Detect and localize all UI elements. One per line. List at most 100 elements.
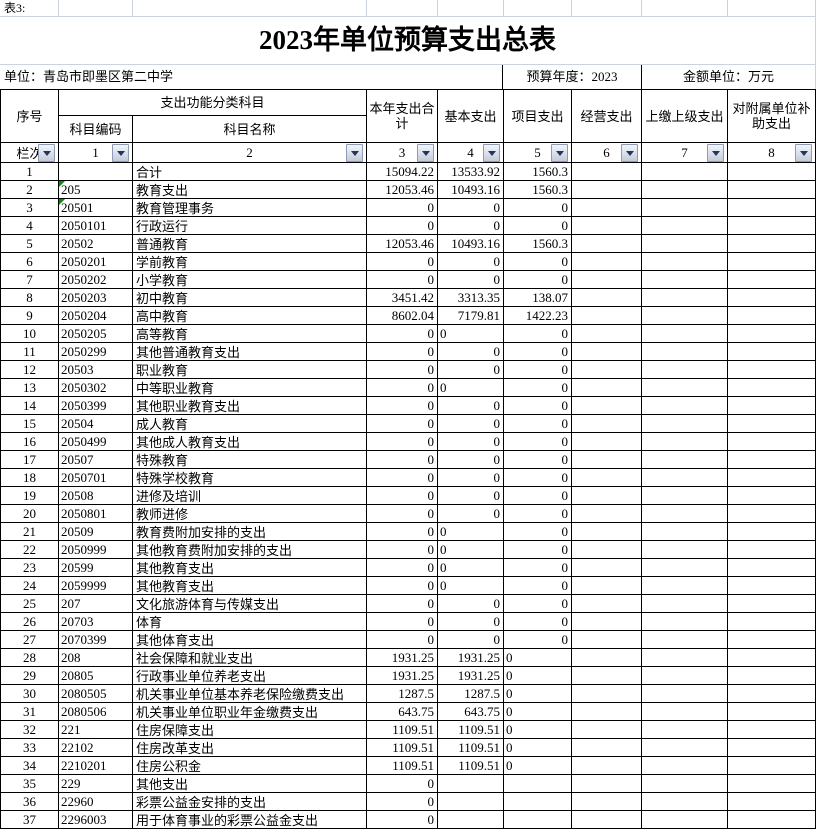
upper-cell[interactable] [642, 793, 728, 811]
project-cell[interactable]: 0 [504, 703, 572, 721]
seq-cell[interactable]: 12 [1, 361, 59, 379]
basic-cell[interactable]: 0 [438, 415, 504, 433]
total-cell[interactable]: 0 [367, 523, 438, 541]
total-cell[interactable]: 0 [367, 487, 438, 505]
operating-cell[interactable] [572, 271, 642, 289]
code-cell[interactable]: 2050801 [59, 505, 133, 523]
seq-cell[interactable]: 8 [1, 289, 59, 307]
name-cell[interactable]: 其他教育费附加安排的支出 [133, 541, 367, 559]
subsidy-cell[interactable] [728, 649, 816, 667]
name-cell[interactable]: 住房改革支出 [133, 739, 367, 757]
operating-cell[interactable] [572, 757, 642, 775]
seq-cell[interactable]: 16 [1, 433, 59, 451]
name-cell[interactable]: 其他普通教育支出 [133, 343, 367, 361]
name-cell[interactable]: 彩票公益金安排的支出 [133, 793, 367, 811]
operating-cell[interactable] [572, 505, 642, 523]
upper-cell[interactable] [642, 325, 728, 343]
name-cell[interactable]: 行政事业单位养老支出 [133, 667, 367, 685]
project-cell[interactable]: 0 [504, 487, 572, 505]
subsidy-cell[interactable] [728, 343, 816, 361]
seq-cell[interactable]: 33 [1, 739, 59, 757]
name-cell[interactable]: 职业教育 [133, 361, 367, 379]
total-cell[interactable]: 15094.22 [367, 163, 438, 181]
name-cell[interactable]: 高中教育 [133, 307, 367, 325]
seq-cell[interactable]: 1 [1, 163, 59, 181]
subsidy-cell[interactable] [728, 433, 816, 451]
seq-cell[interactable]: 34 [1, 757, 59, 775]
subsidy-cell[interactable] [728, 487, 816, 505]
name-cell[interactable]: 教育支出 [133, 181, 367, 199]
total-cell[interactable]: 1931.25 [367, 649, 438, 667]
operating-cell[interactable] [572, 469, 642, 487]
total-cell[interactable]: 0 [367, 343, 438, 361]
project-cell[interactable] [504, 793, 572, 811]
seq-cell[interactable]: 32 [1, 721, 59, 739]
upper-cell[interactable] [642, 685, 728, 703]
upper-cell[interactable] [642, 379, 728, 397]
project-cell[interactable]: 0 [504, 577, 572, 595]
subsidy-cell[interactable] [728, 307, 816, 325]
name-cell[interactable]: 中等职业教育 [133, 379, 367, 397]
basic-cell[interactable] [438, 775, 504, 793]
seq-cell[interactable]: 18 [1, 469, 59, 487]
name-cell[interactable]: 教育费附加安排的支出 [133, 523, 367, 541]
basic-cell[interactable]: 7179.81 [438, 307, 504, 325]
code-cell[interactable] [59, 163, 133, 181]
budget-year-cell[interactable]: 预算年度：2023 [502, 65, 642, 89]
project-cell[interactable]: 0 [504, 721, 572, 739]
code-cell[interactable]: 2296003 [59, 811, 133, 829]
operating-cell[interactable] [572, 703, 642, 721]
upper-cell[interactable] [642, 235, 728, 253]
upper-cell[interactable] [642, 361, 728, 379]
total-cell[interactable]: 0 [367, 451, 438, 469]
code-cell[interactable]: 2050205 [59, 325, 133, 343]
name-cell[interactable]: 机关事业单位职业年金缴费支出 [133, 703, 367, 721]
filter-cell-col1[interactable]: 1 [59, 143, 133, 163]
header-subject-name[interactable]: 科目名称 [133, 116, 367, 143]
project-cell[interactable]: 0 [504, 541, 572, 559]
project-cell[interactable]: 0 [504, 757, 572, 775]
seq-cell[interactable]: 24 [1, 577, 59, 595]
header-function-group[interactable]: 支出功能分类科目 [59, 90, 367, 116]
project-cell[interactable]: 0 [504, 559, 572, 577]
code-cell[interactable]: 2050499 [59, 433, 133, 451]
seq-cell[interactable]: 26 [1, 613, 59, 631]
basic-cell[interactable] [438, 811, 504, 829]
project-cell[interactable]: 1422.23 [504, 307, 572, 325]
basic-cell[interactable]: 3313.35 [438, 289, 504, 307]
total-cell[interactable]: 0 [367, 811, 438, 829]
filter-cell-col3[interactable]: 3 [367, 143, 438, 163]
total-cell[interactable]: 0 [367, 325, 438, 343]
upper-cell[interactable] [642, 487, 728, 505]
upper-cell[interactable] [642, 577, 728, 595]
name-cell[interactable]: 初中教育 [133, 289, 367, 307]
subsidy-cell[interactable] [728, 181, 816, 199]
basic-cell[interactable]: 10493.16 [438, 181, 504, 199]
project-cell[interactable]: 138.07 [504, 289, 572, 307]
operating-cell[interactable] [572, 325, 642, 343]
code-cell[interactable]: 207 [59, 595, 133, 613]
operating-cell[interactable] [572, 307, 642, 325]
project-cell[interactable]: 0 [504, 253, 572, 271]
project-cell[interactable]: 0 [504, 361, 572, 379]
project-cell[interactable]: 0 [504, 667, 572, 685]
upper-cell[interactable] [642, 397, 728, 415]
operating-cell[interactable] [572, 541, 642, 559]
name-cell[interactable]: 其他成人教育支出 [133, 433, 367, 451]
basic-cell[interactable]: 1109.51 [438, 739, 504, 757]
total-cell[interactable]: 643.75 [367, 703, 438, 721]
name-cell[interactable]: 其他教育支出 [133, 559, 367, 577]
subsidy-cell[interactable] [728, 163, 816, 181]
total-cell[interactable]: 12053.46 [367, 235, 438, 253]
seq-cell[interactable]: 7 [1, 271, 59, 289]
filter-dropdown-button[interactable] [795, 144, 812, 162]
operating-cell[interactable] [572, 361, 642, 379]
code-cell[interactable]: 2080506 [59, 703, 133, 721]
code-cell[interactable]: 2050203 [59, 289, 133, 307]
code-cell[interactable]: 2050302 [59, 379, 133, 397]
project-cell[interactable]: 0 [504, 523, 572, 541]
total-cell[interactable]: 0 [367, 253, 438, 271]
project-cell[interactable]: 0 [504, 217, 572, 235]
total-cell[interactable]: 0 [367, 793, 438, 811]
operating-cell[interactable] [572, 667, 642, 685]
